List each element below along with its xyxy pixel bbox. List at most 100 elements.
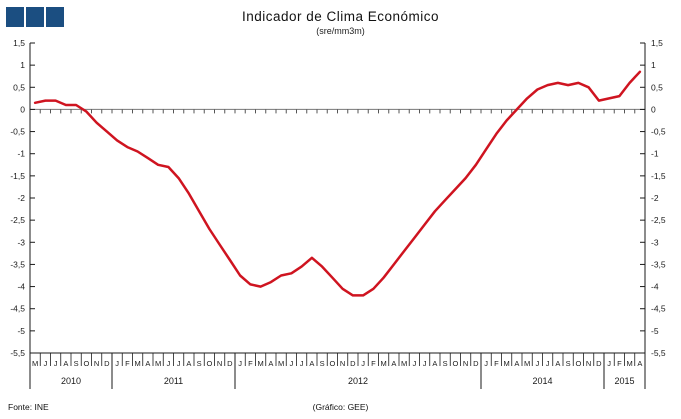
y-axis-label-left: -1 xyxy=(17,149,25,159)
source-note: Fonte: INE xyxy=(8,402,49,412)
x-axis-month-label: M xyxy=(627,359,633,368)
logo-square-icon xyxy=(46,7,64,27)
y-axis-label-right: -3,5 xyxy=(651,259,666,269)
x-axis-month-label: J xyxy=(300,359,304,368)
x-axis-month-label: N xyxy=(463,359,468,368)
y-axis-label-left: -4 xyxy=(17,282,25,292)
x-axis-month-label: S xyxy=(197,359,202,368)
x-axis-month-label: S xyxy=(74,359,79,368)
x-axis-month-label: A xyxy=(309,359,314,368)
x-axis-month-label: D xyxy=(227,359,233,368)
x-axis-month-label: J xyxy=(54,359,58,368)
y-axis-label-left: -5 xyxy=(17,326,25,336)
x-axis-month-label: N xyxy=(340,359,345,368)
y-axis-label-right: 1 xyxy=(651,60,656,70)
x-axis-month-label: J xyxy=(413,359,417,368)
x-axis-month-label: D xyxy=(596,359,602,368)
y-axis-label-right: -3 xyxy=(651,237,659,247)
x-axis-month-label: A xyxy=(514,359,519,368)
x-axis-month-label: N xyxy=(586,359,591,368)
x-axis-year-label: 2012 xyxy=(348,376,368,386)
x-axis-month-label: O xyxy=(329,359,335,368)
x-axis-month-label: D xyxy=(350,359,356,368)
x-axis-month-label: J xyxy=(290,359,294,368)
x-axis-year-label: 2010 xyxy=(61,376,81,386)
x-axis-month-label: M xyxy=(155,359,161,368)
y-axis-label-right: -5,5 xyxy=(651,348,666,358)
y-axis-label-left: 0 xyxy=(20,104,25,114)
x-axis-month-label: M xyxy=(381,359,387,368)
x-axis-month-label: J xyxy=(484,359,488,368)
y-axis-label-left: -4,5 xyxy=(10,304,25,314)
y-axis-label-left: -1,5 xyxy=(10,171,25,181)
x-axis-month-label: M xyxy=(135,359,141,368)
chart-subtitle: (sre/mm3m) xyxy=(316,26,365,36)
x-axis-month-label: J xyxy=(607,359,611,368)
x-axis-month-label: M xyxy=(258,359,264,368)
x-axis-month-label: J xyxy=(167,359,171,368)
x-axis-month-label: M xyxy=(32,359,38,368)
x-axis-month-label: O xyxy=(83,359,89,368)
x-axis-month-label: J xyxy=(361,359,365,368)
x-axis-month-label: F xyxy=(125,359,130,368)
x-axis-month-label: D xyxy=(473,359,479,368)
y-axis-label-left: -2 xyxy=(17,193,25,203)
y-axis-label-left: -0,5 xyxy=(10,127,25,137)
y-axis-label-right: -1,5 xyxy=(651,171,666,181)
y-axis-label-left: -5,5 xyxy=(10,348,25,358)
logo-square-icon xyxy=(26,7,44,27)
x-axis-month-label: A xyxy=(268,359,273,368)
x-axis-month-label: S xyxy=(443,359,448,368)
chart-title: Indicador de Clima Económico xyxy=(241,9,440,24)
x-axis-month-label: A xyxy=(637,359,642,368)
x-axis-month-label: A xyxy=(186,359,191,368)
three-squares-logo xyxy=(6,7,64,27)
x-axis-month-label: M xyxy=(401,359,407,368)
x-axis-year-label: 2014 xyxy=(532,376,552,386)
indicator-data-line xyxy=(33,70,642,297)
y-axis-label-right: 0,5 xyxy=(651,82,663,92)
x-axis-month-label: N xyxy=(217,359,222,368)
y-axis-label-left: -3 xyxy=(17,237,25,247)
y-axis-label-right: -4,5 xyxy=(651,304,666,314)
x-axis-year-label: 2015 xyxy=(614,376,634,386)
y-axis-label-left: -3,5 xyxy=(10,259,25,269)
x-axis-month-label: A xyxy=(145,359,150,368)
x-axis-month-label: F xyxy=(248,359,253,368)
x-axis-month-label: D xyxy=(104,359,110,368)
x-axis-month-label: O xyxy=(575,359,581,368)
x-axis-month-label: J xyxy=(423,359,427,368)
y-axis-label-left: 1,5 xyxy=(13,38,25,48)
y-axis-label-right: -5 xyxy=(651,326,659,336)
x-axis-month-label: J xyxy=(177,359,181,368)
x-axis-month-label: F xyxy=(617,359,622,368)
y-axis-label-left: 0,5 xyxy=(13,82,25,92)
y-axis-label-right: -0,5 xyxy=(651,127,666,137)
y-axis-label-left: 1 xyxy=(20,60,25,70)
y-axis-label-right: -1 xyxy=(651,149,659,159)
y-axis-label-right: -2,5 xyxy=(651,215,666,225)
x-axis-month-label: J xyxy=(44,359,48,368)
x-axis-month-label: J xyxy=(115,359,119,368)
x-axis-month-label: J xyxy=(546,359,550,368)
x-axis-month-label: A xyxy=(432,359,437,368)
x-axis-month-label: A xyxy=(63,359,68,368)
x-axis-month-label: J xyxy=(536,359,540,368)
x-axis-month-label: J xyxy=(238,359,242,368)
x-axis-month-label: S xyxy=(566,359,571,368)
x-axis-month-label: A xyxy=(555,359,560,368)
x-axis-month-label: M xyxy=(504,359,510,368)
y-axis-label-right: -2 xyxy=(651,193,659,203)
y-axis-label-right: 1,5 xyxy=(651,38,663,48)
x-axis-month-label: O xyxy=(452,359,458,368)
x-axis-month-label: O xyxy=(206,359,212,368)
x-axis-year-label: 2011 xyxy=(164,376,183,386)
logo-square-icon xyxy=(6,7,24,27)
y-axis-label-right: -4 xyxy=(651,282,659,292)
y-axis-label-left: -2,5 xyxy=(10,215,25,225)
credit-note: (Gráfico: GEE) xyxy=(312,402,369,412)
x-axis-month-label: N xyxy=(94,359,99,368)
x-axis-month-label: S xyxy=(320,359,325,368)
